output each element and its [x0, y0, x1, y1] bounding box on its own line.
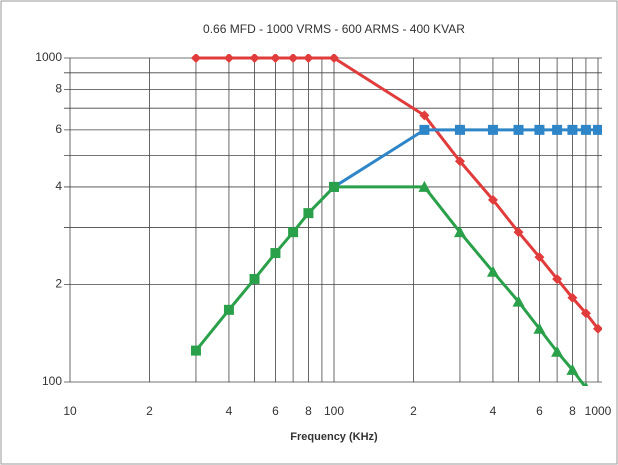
plot-area — [190, 54, 602, 386]
marker — [513, 227, 524, 238]
marker — [567, 124, 578, 135]
marker — [593, 124, 602, 135]
marker — [418, 180, 431, 192]
marker — [487, 194, 498, 205]
marker — [512, 295, 525, 307]
marker — [303, 54, 314, 63]
x-tick-label: 1000 — [585, 404, 612, 418]
marker — [486, 265, 499, 277]
y-tick-label: 8 — [55, 82, 62, 96]
marker — [552, 124, 563, 135]
marker — [190, 345, 201, 356]
marker — [454, 156, 465, 167]
x-tick-label: 8 — [305, 404, 312, 418]
x-tick-label: 4 — [226, 404, 233, 418]
marker — [288, 54, 299, 63]
marker — [249, 54, 260, 63]
x-tick-label: 4 — [490, 404, 497, 418]
series-line — [333, 128, 598, 189]
marker — [270, 54, 281, 63]
marker — [487, 124, 498, 135]
marker — [223, 304, 234, 315]
chart-title: 0.66 MFD - 1000 VRMS - 600 ARMS - 400 KV… — [203, 22, 465, 36]
marker — [223, 54, 234, 63]
marker — [567, 292, 578, 303]
marker — [419, 124, 430, 135]
x-tick-label: 8 — [569, 404, 576, 418]
x-axis-label: Frequency (KHz) — [290, 431, 378, 443]
marker — [534, 252, 545, 263]
marker — [288, 227, 299, 238]
marker — [249, 273, 260, 284]
marker — [454, 124, 465, 135]
y-tick-label: 1000 — [35, 50, 62, 64]
series-line — [195, 56, 600, 330]
marker — [513, 124, 524, 135]
marker — [329, 54, 339, 63]
y-tick-label: 4 — [55, 179, 62, 193]
marker — [583, 381, 589, 386]
x-tick-label: 100 — [324, 404, 344, 418]
marker — [566, 363, 579, 375]
marker — [593, 323, 602, 334]
x-tick-label: 2 — [146, 404, 153, 418]
marker — [580, 124, 591, 135]
marker — [419, 110, 430, 121]
marker — [552, 273, 563, 284]
y-tick-label: 100 — [42, 374, 62, 388]
marker — [580, 308, 591, 319]
y-tick-label: 2 — [55, 277, 62, 291]
marker — [533, 322, 546, 334]
marker — [329, 181, 339, 192]
x-tick-label: 6 — [272, 404, 279, 418]
marker — [190, 54, 201, 63]
marker — [551, 345, 564, 357]
y-tick-label: 6 — [55, 122, 62, 136]
x-tick-label: 10 — [63, 404, 77, 418]
x-tick-label: 6 — [536, 404, 543, 418]
marker — [303, 208, 314, 219]
marker — [534, 124, 545, 135]
marker — [453, 226, 466, 238]
marker — [270, 248, 281, 259]
x-tick-label: 2 — [410, 404, 417, 418]
